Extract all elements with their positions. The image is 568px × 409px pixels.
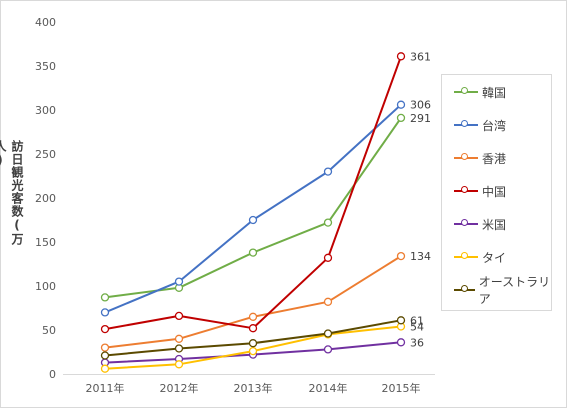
legend-marker-icon (454, 87, 478, 94)
data-point-2-0 (100, 343, 110, 352)
y-tick-label-150: 150 (35, 236, 56, 249)
series-line-2 (104, 255, 402, 349)
x-tick-label-2: 2013年 (234, 381, 273, 395)
legend-label: 中国 (482, 184, 507, 199)
data-point-2-4 (396, 251, 406, 261)
x-tick-label-3: 2014年 (309, 381, 348, 395)
data-label-3: 361 (410, 50, 431, 63)
data-point-0-4 (396, 113, 406, 123)
data-point-4-4 (396, 338, 406, 347)
data-label-1: 306 (410, 99, 431, 112)
data-point-6-0 (100, 351, 110, 360)
legend-item-5: タイ (454, 248, 506, 266)
data-point-3-0 (100, 324, 110, 334)
data-point-5-0 (100, 364, 110, 373)
data-point-3-3 (323, 253, 333, 262)
legend-label: 台湾 (482, 118, 507, 133)
data-point-6-1 (174, 344, 184, 353)
data-point-4-3 (323, 345, 333, 354)
data-label-2: 134 (410, 250, 431, 263)
data-point-3-1 (174, 311, 184, 321)
legend-marker-icon (454, 153, 478, 160)
y-tick-label-250: 250 (35, 148, 56, 161)
data-point-2-1 (174, 334, 184, 343)
data-point-2-2 (248, 312, 258, 321)
y-tick-label-200: 200 (35, 192, 56, 205)
data-point-5-1 (174, 360, 184, 369)
chart-legend: 韓国台湾香港中国米国タイオーストラリア (441, 74, 552, 311)
data-point-0-0 (100, 293, 110, 302)
legend-item-6: オーストラリア (454, 275, 551, 306)
y-tick-label-300: 300 (35, 104, 56, 117)
series-line-3 (104, 55, 402, 331)
x-tick-label-4: 2015年 (382, 381, 421, 395)
legend-label: 米国 (482, 217, 507, 232)
legend-label: 香港 (482, 151, 507, 166)
y-tick-label-50: 50 (42, 324, 56, 337)
legend-item-4: 米国 (454, 215, 506, 233)
data-point-3-4 (396, 52, 406, 61)
legend-item-2: 香港 (454, 149, 506, 167)
x-tick-label-0: 2011年 (86, 381, 125, 395)
data-point-1-1 (174, 277, 184, 286)
legend-marker-icon (454, 219, 478, 226)
legend-item-0: 韓国 (454, 83, 506, 101)
data-label-4: 36 (410, 336, 424, 349)
data-point-6-2 (248, 339, 258, 348)
data-label-6: 61 (410, 314, 424, 327)
y-tick-label-100: 100 (35, 280, 56, 293)
data-label-0: 291 (410, 112, 431, 125)
y-tick-label-400: 400 (35, 16, 56, 29)
data-point-1-4 (396, 100, 406, 109)
data-point-0-2 (248, 248, 258, 257)
legend-marker-icon (454, 252, 478, 259)
data-point-5-2 (248, 346, 258, 356)
y-axis-label: 訪日観光客数(万人) (0, 140, 24, 246)
legend-marker-icon (454, 186, 478, 193)
y-tick-label-0: 0 (49, 368, 56, 381)
data-point-6-3 (323, 329, 333, 338)
legend-label: タイ (482, 250, 507, 265)
legend-label: 韓国 (482, 85, 507, 100)
series-line-1 (104, 103, 402, 314)
data-point-1-2 (248, 215, 258, 225)
data-point-1-0 (100, 308, 110, 317)
legend-label: オーストラリア (478, 275, 551, 306)
data-point-0-3 (323, 218, 333, 227)
legend-item-1: 台湾 (454, 116, 506, 134)
legend-item-3: 中国 (454, 182, 506, 200)
legend-marker-icon (454, 120, 478, 127)
data-point-2-3 (323, 297, 333, 306)
data-point-6-4 (396, 316, 406, 325)
legend-marker-icon (454, 285, 475, 292)
y-tick-label-350: 350 (35, 60, 56, 73)
data-point-3-2 (248, 324, 258, 333)
x-tick-label-1: 2012年 (160, 381, 199, 395)
data-point-1-3 (323, 167, 333, 176)
data-label-5: 54 (410, 320, 424, 333)
